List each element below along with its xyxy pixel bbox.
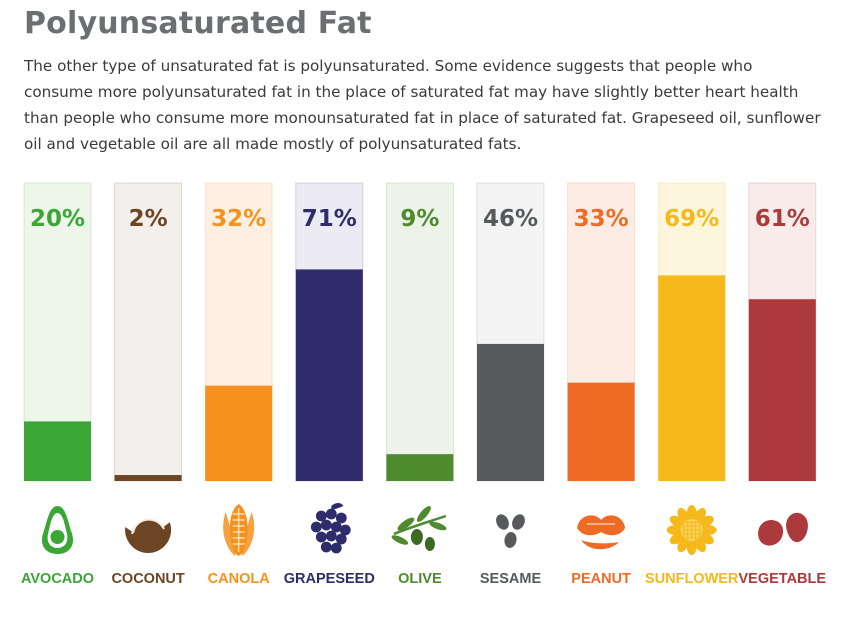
bar-group-olive: 9% OLIVE <box>385 182 454 587</box>
bar-sesame <box>477 343 544 481</box>
bar-track <box>114 182 183 482</box>
bar-track <box>385 182 454 482</box>
category-label: SESAME <box>480 571 542 587</box>
category-label: GRAPESEED <box>284 571 375 587</box>
bar-coconut <box>114 475 182 481</box>
bar-vegetable <box>748 299 816 481</box>
bar-group-coconut: 2% COCONUT <box>111 182 185 587</box>
category-label: OLIVE <box>398 571 442 587</box>
bar-canola <box>205 385 273 481</box>
page-title: Polyunsaturated Fat <box>24 6 372 41</box>
category-label: AVOCADO <box>21 571 94 587</box>
peanut-icon <box>577 515 626 550</box>
bar-group-vegetable: 61% VEGETABLE <box>739 182 827 587</box>
data-label: 2% <box>129 206 168 232</box>
data-label: 46% <box>483 206 538 232</box>
bar-grapeseed <box>295 269 363 481</box>
data-label: 33% <box>574 206 629 232</box>
category-label: VEGETABLE <box>739 571 827 587</box>
bar-sunflower <box>658 275 726 481</box>
category-label: SUNFLOWER <box>645 571 739 587</box>
category-label: CANOLA <box>208 571 271 587</box>
bar-avocado <box>24 421 91 481</box>
olive-branch-icon <box>391 506 447 551</box>
data-label: 32% <box>211 206 266 232</box>
data-label: 69% <box>664 206 719 232</box>
bar-group-peanut: 33% PEANUT <box>567 182 636 587</box>
bar-peanut <box>567 382 635 481</box>
category-label: PEANUT <box>571 571 631 587</box>
bar-group-sunflower: 69% SUNFLOWER <box>645 182 739 587</box>
corn-icon <box>223 504 255 556</box>
bar-group-grapeseed: 71% GRAPESEED <box>284 182 375 587</box>
data-label: 20% <box>30 206 85 232</box>
data-label: 71% <box>302 206 357 232</box>
category-label: COCONUT <box>111 571 184 587</box>
sesame-seeds-icon <box>496 514 525 548</box>
bar-group-canola: 32% CANOLA <box>204 182 273 587</box>
grapes-icon <box>310 503 351 554</box>
beans-icon <box>758 512 808 546</box>
description-text: The other type of unsaturated fat is pol… <box>24 57 821 153</box>
data-label: 61% <box>755 206 810 232</box>
sunflower-icon <box>666 505 717 555</box>
coconut-icon <box>125 505 172 553</box>
bar-group-avocado: 20% AVOCADO <box>21 182 94 587</box>
bar-group-sesame: 46% SESAME <box>476 182 545 587</box>
data-label: 9% <box>400 206 439 232</box>
bar-olive <box>386 454 454 481</box>
avocado-icon <box>41 506 74 554</box>
